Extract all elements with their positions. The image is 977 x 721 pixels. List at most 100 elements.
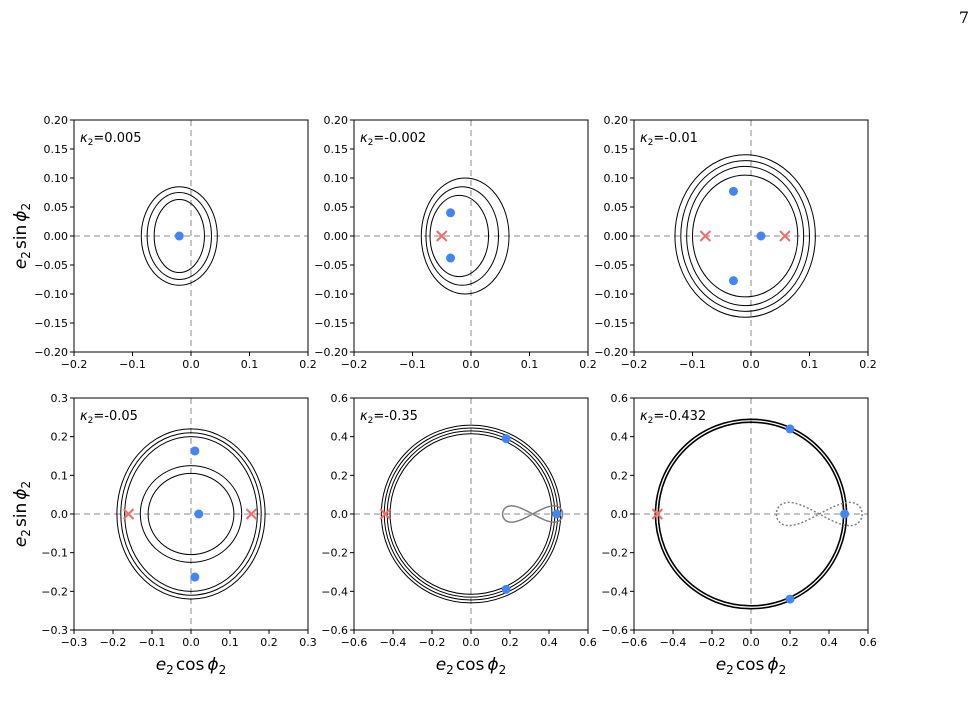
y-tick-label: 0.0 xyxy=(611,508,629,521)
x-tick-label: −0.3 xyxy=(61,636,88,649)
x-tick-label: −0.2 xyxy=(61,358,88,371)
y-tick-label: −0.2 xyxy=(41,585,68,598)
x-tick-label: 0.1 xyxy=(241,358,259,371)
panel-6: −0.6 −0.4 −0.2 0.0 0.2 0.4 0.6 −0.6 −0.4 −0.2 0.0 0… xyxy=(601,392,876,677)
x-tick-label: 0.0 xyxy=(182,636,200,649)
separatrix xyxy=(501,505,564,523)
contour-line xyxy=(147,472,235,556)
x-tick-label: 0.2 xyxy=(260,636,278,649)
fixed-point xyxy=(785,424,795,434)
x-tick-label: −0.2 xyxy=(419,636,446,649)
saddle-point xyxy=(122,508,135,520)
panel-3: −0.2 −0.1 0.0 0.1 0.2 −0.20 −0.15 −0.10 −0.05 0.0… xyxy=(594,114,876,371)
fixed-point xyxy=(174,231,184,241)
y-tick-label: −0.15 xyxy=(314,317,348,330)
x-tick-label: −0.2 xyxy=(100,636,127,649)
x-tick-label: 0.4 xyxy=(820,636,838,649)
y-tick-label: −0.3 xyxy=(41,624,68,637)
fixed-point xyxy=(552,509,562,519)
x-tick-label: −0.2 xyxy=(621,358,648,371)
contour-line xyxy=(429,194,490,278)
fixed-point xyxy=(840,509,850,519)
y-tick-label: −0.6 xyxy=(601,624,628,637)
x-tick-label: −0.2 xyxy=(699,636,726,649)
saddle-point xyxy=(699,230,712,242)
y-tick-label: −0.1 xyxy=(41,547,68,560)
y-tick-label: 0.2 xyxy=(611,469,629,482)
y-tick-label: −0.10 xyxy=(594,288,628,301)
x-axis-label: e2 cos ϕ2 xyxy=(436,655,507,677)
y-tick-label: 0.6 xyxy=(611,392,629,405)
y-tick-label: −0.2 xyxy=(601,547,628,560)
y-tick-label: 0.15 xyxy=(324,143,349,156)
saddle-point xyxy=(779,230,791,242)
x-tick-label: 0.1 xyxy=(801,358,819,371)
y-tick-label: 0.05 xyxy=(44,201,69,214)
x-tick-label: −0.2 xyxy=(341,358,368,371)
y-tick-label: −0.05 xyxy=(594,259,628,272)
fixed-point xyxy=(501,584,511,594)
x-tick-label: 0.0 xyxy=(182,358,200,371)
contour-line xyxy=(120,432,262,596)
y-tick-label: 0.20 xyxy=(324,114,349,127)
fixed-point xyxy=(446,208,456,218)
fixed-point xyxy=(446,253,456,263)
y-tick-label: 0.15 xyxy=(44,143,69,156)
saddle-point xyxy=(436,230,448,242)
x-tick-label: 0.2 xyxy=(501,636,519,649)
y-tick-label: 0.00 xyxy=(44,230,69,243)
saddle-point xyxy=(379,508,391,520)
x-tick-label: 0.0 xyxy=(462,358,480,371)
y-tick-label: 0.4 xyxy=(611,431,629,444)
y-tick-label: −0.05 xyxy=(34,259,68,272)
x-tick-label: 0.0 xyxy=(742,358,760,371)
x-tick-label: −0.6 xyxy=(341,636,368,649)
y-tick-label: 0.00 xyxy=(324,230,349,243)
fixed-point xyxy=(728,186,738,196)
contour-line xyxy=(140,186,218,286)
y-tick-label: −0.05 xyxy=(314,259,348,272)
x-tick-label: 0.6 xyxy=(579,636,597,649)
contour-group xyxy=(420,177,510,295)
kappa-label: κ2=-0.35 xyxy=(360,409,418,426)
y-tick-label: −0.20 xyxy=(594,346,628,359)
contour-line xyxy=(389,433,553,595)
x-tick-label: −0.6 xyxy=(621,636,648,649)
fixed-point xyxy=(756,231,766,241)
x-tick-label: 0.3 xyxy=(299,636,317,649)
y-tick-label: 0.10 xyxy=(44,172,69,185)
kappa-label: κ2=0.005 xyxy=(80,131,142,148)
y-tick-label: −0.4 xyxy=(601,585,628,598)
fixed-point xyxy=(501,434,511,444)
fixed-point xyxy=(194,509,204,519)
x-tick-label: 0.6 xyxy=(859,636,877,649)
y-tick-label: −0.2 xyxy=(321,547,348,560)
x-tick-label: −0.1 xyxy=(119,358,146,371)
kappa-label: κ2=-0.05 xyxy=(80,409,138,426)
panel-4: −0.3 −0.2 −0.1 0.0 0.1 0.2 0.3 −0.3 −0.2 −0.1 0.0 0… xyxy=(11,392,317,677)
y-tick-label: 0.20 xyxy=(604,114,629,127)
x-tick-label: 0.1 xyxy=(221,636,239,649)
x-axis-label: e2 cos ϕ2 xyxy=(156,655,227,677)
y-tick-label: 0.0 xyxy=(331,508,349,521)
saddle-point xyxy=(245,508,258,520)
contour-line xyxy=(153,198,205,274)
x-tick-label: 0.2 xyxy=(579,358,597,371)
page-number: 7 xyxy=(958,8,969,27)
x-tick-label: −0.1 xyxy=(139,636,166,649)
y-tick-label: −0.20 xyxy=(34,346,68,359)
x-tick-label: −0.4 xyxy=(380,636,407,649)
y-tick-label: 0.20 xyxy=(44,114,69,127)
x-tick-label: 0.2 xyxy=(859,358,877,371)
contour-group xyxy=(116,428,266,600)
y-tick-label: 0.15 xyxy=(604,143,629,156)
panel-1: −0.2 −0.1 0.0 0.1 0.2 −0.20 −0.15 −0.10 −0.05 0.0… xyxy=(11,114,317,371)
y-axis-label: e2sinϕ2 xyxy=(11,203,33,269)
y-tick-label: 0.2 xyxy=(51,431,69,444)
fixed-point xyxy=(728,276,738,286)
y-tick-label: −0.15 xyxy=(34,317,68,330)
x-axis-label: e2 cos ϕ2 xyxy=(716,655,787,677)
x-tick-label: 0.0 xyxy=(742,636,760,649)
contour-line xyxy=(686,165,805,307)
